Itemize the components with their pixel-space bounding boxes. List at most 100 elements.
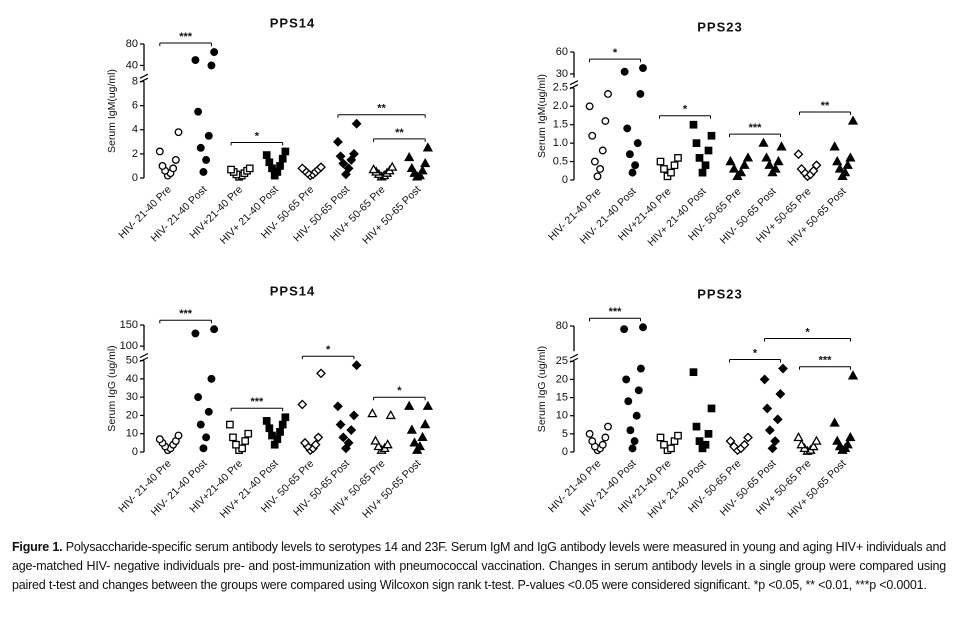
data-point <box>316 162 326 173</box>
data-point <box>847 370 859 380</box>
data-point <box>636 364 645 373</box>
data-point <box>382 439 393 449</box>
data-point <box>409 437 420 447</box>
significance-label: * <box>683 104 688 116</box>
significance-label: * <box>326 344 331 356</box>
data-point <box>204 131 213 140</box>
data-point <box>829 417 840 427</box>
data-point <box>335 419 346 430</box>
data-point <box>409 167 420 177</box>
axis-break <box>569 80 579 86</box>
data-point <box>598 440 607 449</box>
significance-label: ** <box>377 103 386 115</box>
data-point <box>832 435 843 445</box>
data-point <box>772 414 783 425</box>
chart-title: PPS14 <box>270 15 315 30</box>
y-tick-label: 20 <box>556 373 568 385</box>
data-point <box>735 167 747 177</box>
data-point <box>226 420 234 429</box>
data-point <box>417 165 428 175</box>
data-point <box>335 151 346 162</box>
data-point <box>191 56 200 65</box>
data-point <box>174 128 183 137</box>
data-point <box>625 150 634 159</box>
y-tick-label: 8 <box>132 75 138 87</box>
data-point <box>808 441 819 451</box>
axis-break <box>139 352 149 359</box>
data-point <box>155 147 164 156</box>
data-point <box>832 156 843 166</box>
data-point <box>245 164 254 173</box>
data-point <box>585 102 594 111</box>
data-point <box>338 158 349 169</box>
y-axis-label: Serum IgM(ug/ml) <box>106 69 118 153</box>
data-point <box>370 435 381 445</box>
data-point <box>404 151 415 162</box>
y-tick-label: 30 <box>556 68 568 80</box>
data-point <box>762 403 773 414</box>
data-point <box>310 439 321 450</box>
data-point <box>174 431 183 440</box>
data-point <box>204 407 213 416</box>
data-point <box>232 440 240 449</box>
data-point <box>701 161 710 170</box>
data-point <box>767 443 778 454</box>
data-point <box>742 152 754 162</box>
data-point <box>417 431 428 442</box>
data-point <box>422 400 433 410</box>
y-axis-label: Serum IgG (ug/ml) <box>536 346 548 432</box>
caption: Figure 1. Polysaccharide-specific serum … <box>12 538 946 595</box>
y-tick-label: 0.5 <box>553 155 568 167</box>
significance-label: *** <box>819 355 833 367</box>
data-point <box>588 437 597 446</box>
y-tick-label: 0 <box>562 446 568 458</box>
significance-label: * <box>397 385 402 397</box>
data-point <box>229 433 237 442</box>
data-point <box>775 389 786 399</box>
data-point <box>689 368 698 377</box>
significance-label: *** <box>179 308 193 320</box>
data-point <box>604 90 612 98</box>
axis-break <box>569 353 579 359</box>
data-point <box>761 152 772 162</box>
significance-label: *** <box>609 306 623 318</box>
data-point <box>793 149 804 160</box>
data-point <box>191 329 200 338</box>
data-point <box>847 115 859 125</box>
data-point <box>297 399 308 410</box>
data-point <box>300 437 310 448</box>
significance-label: * <box>613 47 618 59</box>
data-point <box>241 437 250 445</box>
data-point <box>210 48 219 56</box>
data-point <box>829 141 840 151</box>
axis-break <box>139 73 149 79</box>
y-tick-label: 10 <box>126 428 138 440</box>
data-point <box>660 165 668 173</box>
data-point <box>207 61 216 70</box>
y-tick-label: 40 <box>126 373 138 385</box>
axis-break <box>569 84 579 90</box>
y-tick-label: 4 <box>132 124 138 136</box>
data-point <box>373 440 384 451</box>
chart-title: PPS14 <box>270 283 315 298</box>
data-point <box>743 432 753 443</box>
data-point <box>351 360 362 371</box>
data-point <box>238 444 246 453</box>
data-point <box>276 428 284 436</box>
y-tick-label: 0 <box>562 174 568 186</box>
axis-break <box>569 357 579 363</box>
y-tick-label: 80 <box>126 38 138 50</box>
data-point <box>199 444 208 453</box>
significance-label: * <box>255 130 260 142</box>
caption-text: Polysaccharide-specific serum antibody l… <box>12 540 947 592</box>
data-point <box>636 89 645 98</box>
data-point <box>278 154 287 163</box>
data-point <box>634 386 643 395</box>
data-point <box>626 426 635 435</box>
data-point <box>420 157 431 168</box>
data-point <box>667 444 675 453</box>
data-point <box>834 441 845 451</box>
data-point <box>632 411 641 420</box>
data-point <box>630 437 639 446</box>
y-tick-label: 0 <box>132 446 138 458</box>
